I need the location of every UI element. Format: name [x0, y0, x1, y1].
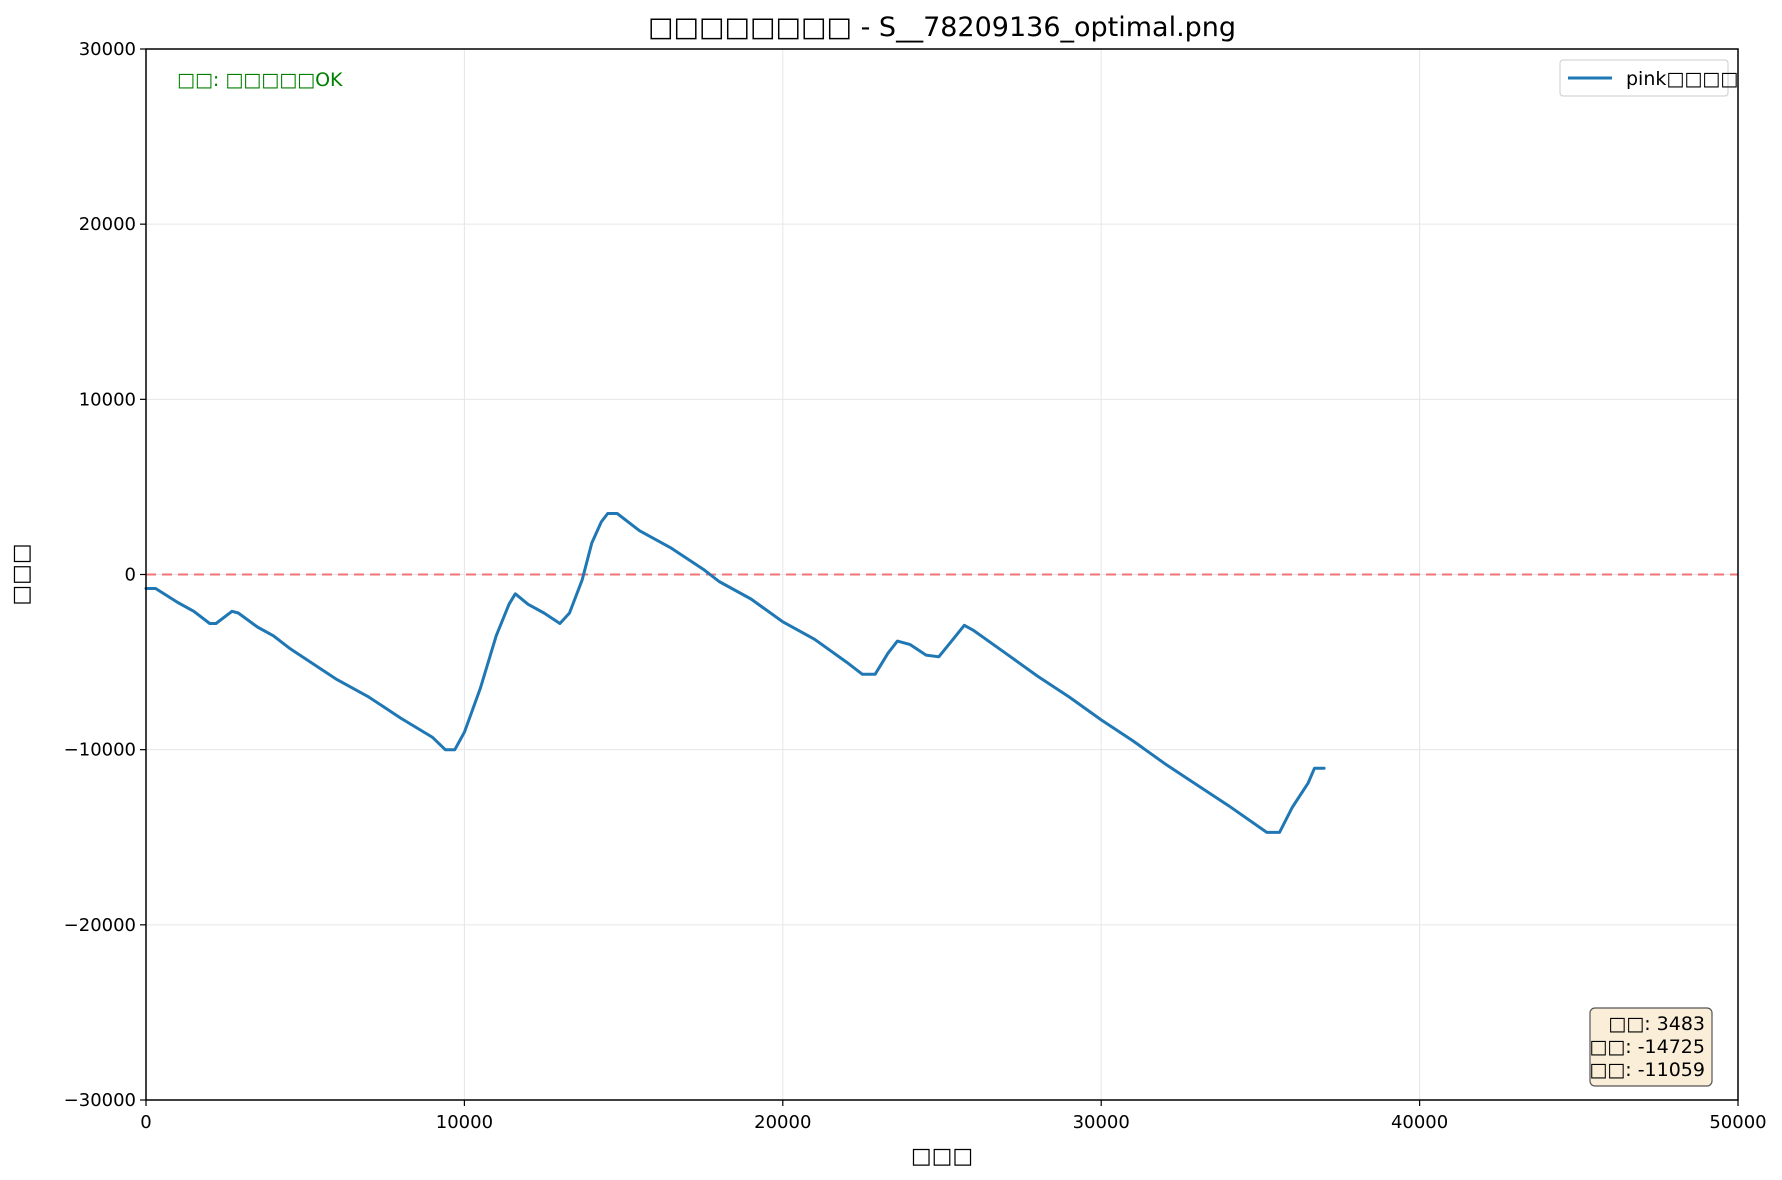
y-tick-label: −30000: [64, 1090, 136, 1111]
stats-box: □□: 3483 □□: -14725 □□: -11059: [1589, 1007, 1713, 1087]
status-text: □□: □□□□□OK: [177, 69, 343, 91]
y-tick-label: 10000: [79, 389, 136, 410]
legend-box: [1559, 59, 1729, 97]
y-tick-label: −10000: [64, 740, 136, 761]
y-tick-label: 0: [125, 565, 136, 586]
stats-line-max: □□: 3483: [1608, 1013, 1705, 1035]
x-tick-label: 0: [140, 1112, 151, 1133]
x-axis-label: □□□: [911, 1144, 973, 1169]
x-tick-label: 10000: [436, 1112, 493, 1133]
x-tick-label: 20000: [754, 1112, 811, 1133]
y-tick-label: 30000: [79, 39, 136, 60]
y-tick-label: −20000: [64, 915, 136, 936]
stats-line-min: □□: -14725: [1589, 1036, 1705, 1058]
x-tick-label: 50000: [1709, 1112, 1766, 1133]
y-axis-label: □□□: [9, 543, 34, 605]
chart-title: □□□□□□□□ - S__78209136_optimal.png: [648, 12, 1236, 43]
legend-entry-label: pink□□□□: [1626, 68, 1738, 90]
legend: pink□□□□: [1559, 59, 1738, 97]
stats-line-final: □□: -11059: [1589, 1059, 1705, 1081]
x-tick-label: 30000: [1073, 1112, 1130, 1133]
x-tick-label: 40000: [1391, 1112, 1448, 1133]
stats-box-background: [1589, 1007, 1713, 1087]
axis-ticks: 0 10000 20000 30000 40000 50000 30000 20000 1000…: [64, 39, 1767, 1133]
series-line: [144, 512, 1326, 834]
series-layer: [144, 512, 1326, 834]
y-tick-label: 20000: [79, 214, 136, 235]
